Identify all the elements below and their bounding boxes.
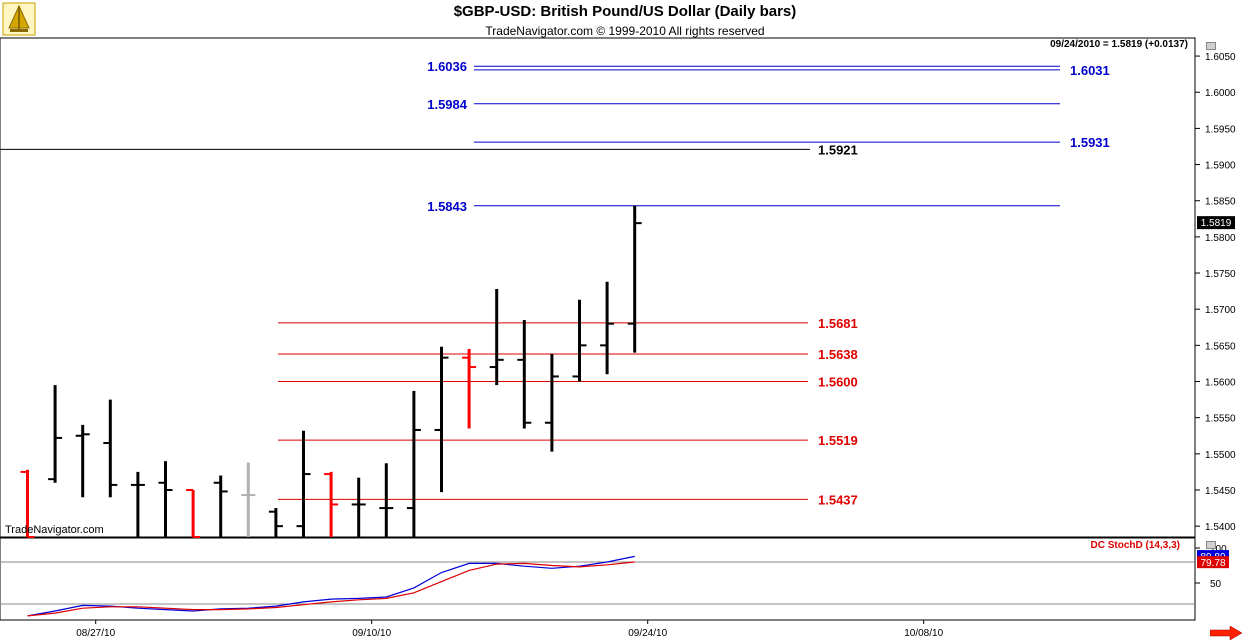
level-label: 1.5681: [818, 316, 858, 331]
scroll-dot-icon[interactable]: [1206, 42, 1216, 50]
price-bars: [20, 205, 642, 538]
stoch-tick-label: 50: [1210, 579, 1222, 590]
watermark: TradeNavigator.com: [5, 524, 104, 536]
price-tick-label: 1.5800: [1205, 233, 1236, 244]
price-tick-label: 1.5900: [1205, 161, 1236, 172]
price-tick-label: 1.5850: [1205, 197, 1236, 208]
chart-subtitle: TradeNavigator.com © 1999-2010 All right…: [485, 24, 765, 38]
chart-frame: [0, 37, 1196, 621]
level-label: 1.5437: [818, 492, 858, 507]
price-tick-label: 1.5700: [1205, 305, 1236, 316]
trade-navigator-logo-icon: [2, 2, 36, 36]
price-tick-label: 1.6000: [1205, 88, 1236, 99]
scroll-right-arrow-icon[interactable]: [1210, 626, 1242, 640]
level-label: 1.6031: [1070, 63, 1110, 78]
scroll-dot-icon[interactable]: [1206, 541, 1216, 549]
price-tick-label: 1.5400: [1205, 522, 1236, 533]
price-tick-label: 1.5550: [1205, 414, 1236, 425]
stoch-title: DC StochD (14,3,3): [1091, 540, 1180, 551]
last-price-box: [1197, 216, 1235, 230]
price-tick-label: 1.5600: [1205, 378, 1236, 389]
price-panel-border: [0, 37, 1196, 538]
stoch-line-d: [27, 561, 635, 617]
price-tick-label: 1.5750: [1205, 269, 1236, 280]
price-tick-label: 1.5650: [1205, 341, 1236, 352]
level-label: 1.5638: [818, 347, 858, 362]
price-tick-label: 1.5450: [1205, 486, 1236, 497]
last-info: 09/24/2010 = 1.5819 (+0.0137): [1050, 39, 1188, 50]
stoch-panel-border: [0, 537, 1196, 621]
level-label: 1.6036: [427, 59, 467, 74]
stoch-last-label: 79.78: [1200, 558, 1225, 569]
date-tick-label: 10/08/10: [904, 628, 943, 639]
date-axis: 08/27/10 09/10/10 09/24/10 10/08/10: [76, 620, 944, 639]
level-label: 1.5519: [818, 433, 858, 448]
stochastic-panel: 5010089.8979.78: [0, 544, 1229, 617]
stoch-tick-label: 100: [1210, 544, 1227, 555]
last-price-label: 1.5819: [1201, 218, 1232, 229]
date-tick-label: 08/27/10: [76, 628, 115, 639]
date-tick-label: 09/24/10: [628, 628, 667, 639]
level-label: 1.5931: [1070, 135, 1110, 150]
price-tick-label: 1.6050: [1205, 52, 1236, 63]
chart-title: $GBP-USD: British Pound/US Dollar (Daily…: [453, 3, 797, 20]
stoch-line-k: [27, 555, 635, 617]
level-label: 1.5843: [427, 199, 467, 214]
stoch-last-box: [1197, 556, 1229, 569]
date-tick-label: 09/10/10: [352, 628, 391, 639]
level-label: 1.5921: [818, 142, 858, 157]
price-axis: 1.5400 1.5450 1.5500 1.5550 1.5600 1.5650 1.57…: [1195, 52, 1236, 533]
price-tick-label: 1.5500: [1205, 450, 1236, 461]
level-lines: 1.6036 1.6031 1.5984 1.5931 1.5921 1.5843 1.56…: [0, 59, 1110, 507]
level-label: 1.5600: [818, 375, 858, 390]
price-tick-label: 1.5950: [1205, 124, 1236, 135]
level-label: 1.5984: [427, 97, 468, 112]
